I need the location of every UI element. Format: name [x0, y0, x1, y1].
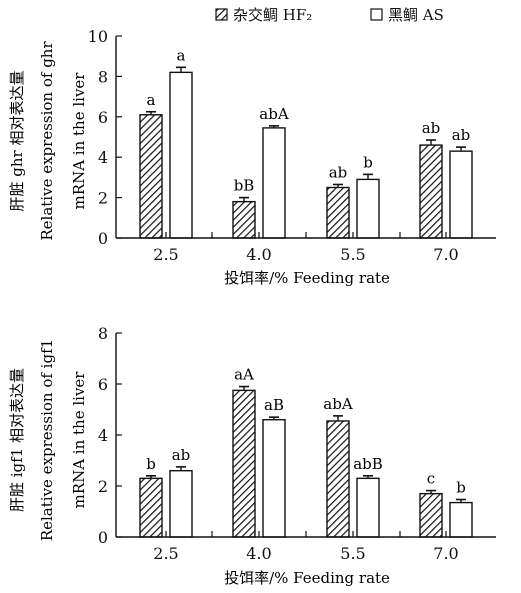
bars: b aA abA c ab aB abB b	[139, 366, 473, 538]
bar-hf2	[139, 477, 163, 538]
bar-as	[262, 127, 286, 239]
bar-as	[262, 419, 286, 538]
chart-ghr: 肝脏 ghr 相对表达量 Relative expression of ghr …	[8, 27, 496, 287]
x-axis-label: 投饵率/% Feeding rate	[224, 569, 390, 587]
x-tick-label: 7.0	[433, 245, 458, 264]
bar-as	[449, 501, 473, 538]
y-axis-label: 肝脏 ghr 相对表达量 Relative expression of ghr …	[8, 41, 88, 241]
y-tick-label: 4	[98, 426, 108, 445]
y-tick-label: 4	[98, 148, 108, 167]
bar-hf2	[326, 186, 350, 239]
x-tick-label: 4.0	[246, 544, 271, 563]
legend-swatch-white	[370, 8, 383, 21]
y-ticks: 0 2 4 6 8 10	[88, 27, 122, 248]
bar-hf2	[232, 389, 256, 538]
bar-hf2	[419, 144, 443, 239]
plot-frame	[115, 36, 496, 239]
significance-label: ab	[329, 163, 348, 181]
significance-label: ab	[172, 446, 191, 464]
x-tick-label: 2.5	[153, 245, 178, 264]
significance-label: a	[177, 46, 186, 64]
x-tick-label: 4.0	[246, 245, 271, 264]
x-ticks: 2.5 4.0 5.5 7.0	[153, 232, 459, 264]
y-tick-label: 8	[98, 324, 108, 343]
significance-label: aB	[264, 396, 284, 414]
significance-label: abB	[353, 455, 383, 473]
bar-hf2	[139, 114, 163, 239]
significance-label: abA	[323, 395, 353, 413]
legend: 杂交鲷 HF₂ 黑鲷 AS	[215, 6, 444, 24]
significance-label: b	[363, 153, 373, 171]
y-axis-label-en-1: Relative expression of igf1	[38, 339, 56, 541]
y-axis-label-cn: 肝脏 igf1 相对表达量	[8, 368, 26, 512]
bar-as	[169, 470, 193, 538]
y-axis-label-en-1: Relative expression of ghr	[38, 41, 56, 241]
significance-label: c	[427, 470, 435, 488]
y-axis-label-cn: 肝脏 ghr 相对表达量	[8, 71, 26, 212]
y-axis-label-en-2: mRNA in the liver	[70, 72, 88, 210]
y-tick-label: 6	[98, 375, 108, 394]
legend-label-as: 黑鲷 AS	[388, 6, 444, 24]
legend-label-hf2: 杂交鲷 HF₂	[233, 6, 312, 24]
x-tick-label: 7.0	[433, 544, 458, 563]
y-axis-label: 肝脏 igf1 相对表达量 Relative expression of igf…	[8, 339, 88, 541]
y-tick-label: 0	[98, 229, 108, 248]
bar-as	[169, 71, 193, 239]
bar-hf2	[326, 420, 350, 538]
significance-label: b	[456, 479, 466, 497]
bar-hf2	[232, 200, 256, 239]
bar-as	[356, 477, 380, 538]
x-tick-label: 5.5	[340, 544, 365, 563]
x-ticks: 2.5 4.0 5.5 7.0	[153, 531, 459, 563]
y-tick-label: 8	[98, 67, 108, 86]
y-tick-label: 0	[98, 528, 108, 547]
significance-label: a	[147, 91, 156, 109]
plot-frame	[115, 333, 496, 538]
bar-as	[356, 178, 380, 239]
bar-as	[449, 150, 473, 239]
x-tick-label: 5.5	[340, 245, 365, 264]
y-tick-label: 2	[98, 477, 108, 496]
y-axis-label-en-2: mRNA in the liver	[70, 371, 88, 509]
significance-label: bB	[234, 177, 255, 195]
y-tick-label: 6	[98, 108, 108, 127]
bar-hf2	[419, 492, 443, 538]
y-ticks: 0 2 4 6 8	[98, 324, 122, 547]
y-tick-label: 10	[88, 27, 108, 46]
significance-label: b	[146, 455, 156, 473]
significance-label: ab	[452, 126, 471, 144]
significance-label: aA	[234, 366, 254, 384]
significance-label: abA	[259, 105, 289, 123]
significance-label: ab	[422, 119, 441, 137]
y-tick-label: 2	[98, 189, 108, 208]
x-axis-label: 投饵率/% Feeding rate	[224, 269, 390, 287]
chart-igf1: 肝脏 igf1 相对表达量 Relative expression of igf…	[8, 324, 496, 587]
x-tick-label: 2.5	[153, 544, 178, 563]
legend-swatch-hatch	[215, 8, 228, 21]
